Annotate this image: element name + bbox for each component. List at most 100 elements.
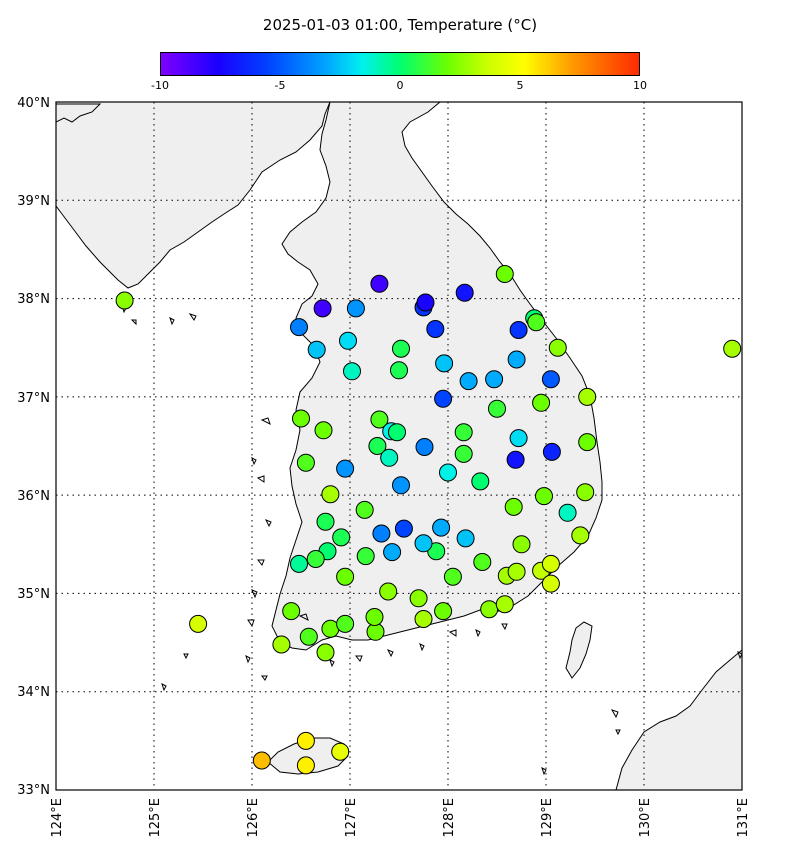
lat-label: 40°N [17,96,50,111]
station-point [454,444,473,463]
station-point [115,291,134,310]
lat-label: 36°N [17,489,50,504]
lon-label: 125°E [148,798,163,838]
station-point [480,600,499,619]
station-point [548,338,567,357]
station-point [372,524,391,543]
station-point [426,320,445,338]
colorbar-gradient [160,52,640,76]
lon-label: 130°E [638,798,653,838]
station-point [432,518,451,537]
coastal-islands [121,305,742,776]
station-point [282,602,301,621]
station-point [343,362,361,381]
station-point [332,528,351,547]
lon-label: 127°E [344,798,359,838]
station-point [272,635,291,654]
station-point [336,459,355,478]
station-point [296,756,315,775]
station-point [409,589,428,608]
lon-label: 131°E [736,798,751,838]
station-point [339,331,357,350]
station-point [527,313,546,332]
station-point [542,442,561,461]
station-point [296,453,315,472]
station-point [383,543,402,562]
tsushima-island [565,621,593,679]
station-point [370,274,389,293]
station-point [558,503,577,522]
station-point [380,448,399,467]
station-point [506,450,525,469]
station-point [415,438,434,456]
station-point [379,582,398,601]
station-point [507,562,526,581]
station-point [388,423,406,442]
lat-label: 39°N [17,194,50,209]
lat-label: 38°N [17,292,50,307]
station-point [571,526,590,545]
station-point [532,393,551,412]
station-point [306,550,325,568]
station-point [331,742,350,761]
station-point [541,574,560,593]
map-frame [55,101,743,791]
station-point [435,354,454,373]
station-point [488,399,506,418]
station-points [115,265,742,775]
station-point [356,547,375,566]
colorbar-tick: -5 [274,79,286,92]
station-point [495,265,514,283]
station-point [443,567,462,586]
station-point [576,483,595,502]
station-point [454,423,473,442]
station-point [509,321,528,339]
station-point [723,339,742,358]
station-point [535,487,553,506]
china-liaodong-land [56,102,331,289]
station-point [299,627,318,646]
station-point [439,463,457,482]
station-point [392,476,410,495]
japan-kyushu-land [615,649,742,790]
china-shandong-land [56,103,102,123]
station-point [392,339,410,358]
station-point [355,500,374,519]
station-point [394,519,413,538]
station-point [434,602,453,621]
station-point [307,340,326,359]
station-point [368,437,387,455]
station-point [471,472,490,491]
station-point [578,433,597,452]
colorbar: -10 -5 0 5 10 [151,52,647,92]
lon-label: 129°E [540,798,555,838]
lon-label: 124°E [50,798,65,838]
station-point [509,429,528,448]
station-point [336,567,355,586]
station-point [495,595,514,614]
lat-label: 35°N [17,587,50,602]
station-point [365,608,384,626]
colorbar-tick: 0 [396,79,404,92]
station-point [292,409,310,428]
station-point [313,299,332,318]
station-point [512,535,531,554]
station-point [459,372,478,391]
colorbar-tick: 10 [633,79,647,92]
station-point [507,350,526,369]
station-point [485,370,504,389]
station-point [370,410,389,429]
lat-label: 33°N [17,783,50,798]
station-point [316,512,335,531]
graticule [56,102,742,790]
station-point [414,610,433,628]
colorbar-tick: -10 [151,79,169,92]
station-point [541,370,560,389]
station-point [346,299,365,318]
station-point [473,553,492,571]
station-point [390,361,408,380]
station-point [336,614,355,633]
station-point [456,529,475,548]
station-point [455,283,474,302]
